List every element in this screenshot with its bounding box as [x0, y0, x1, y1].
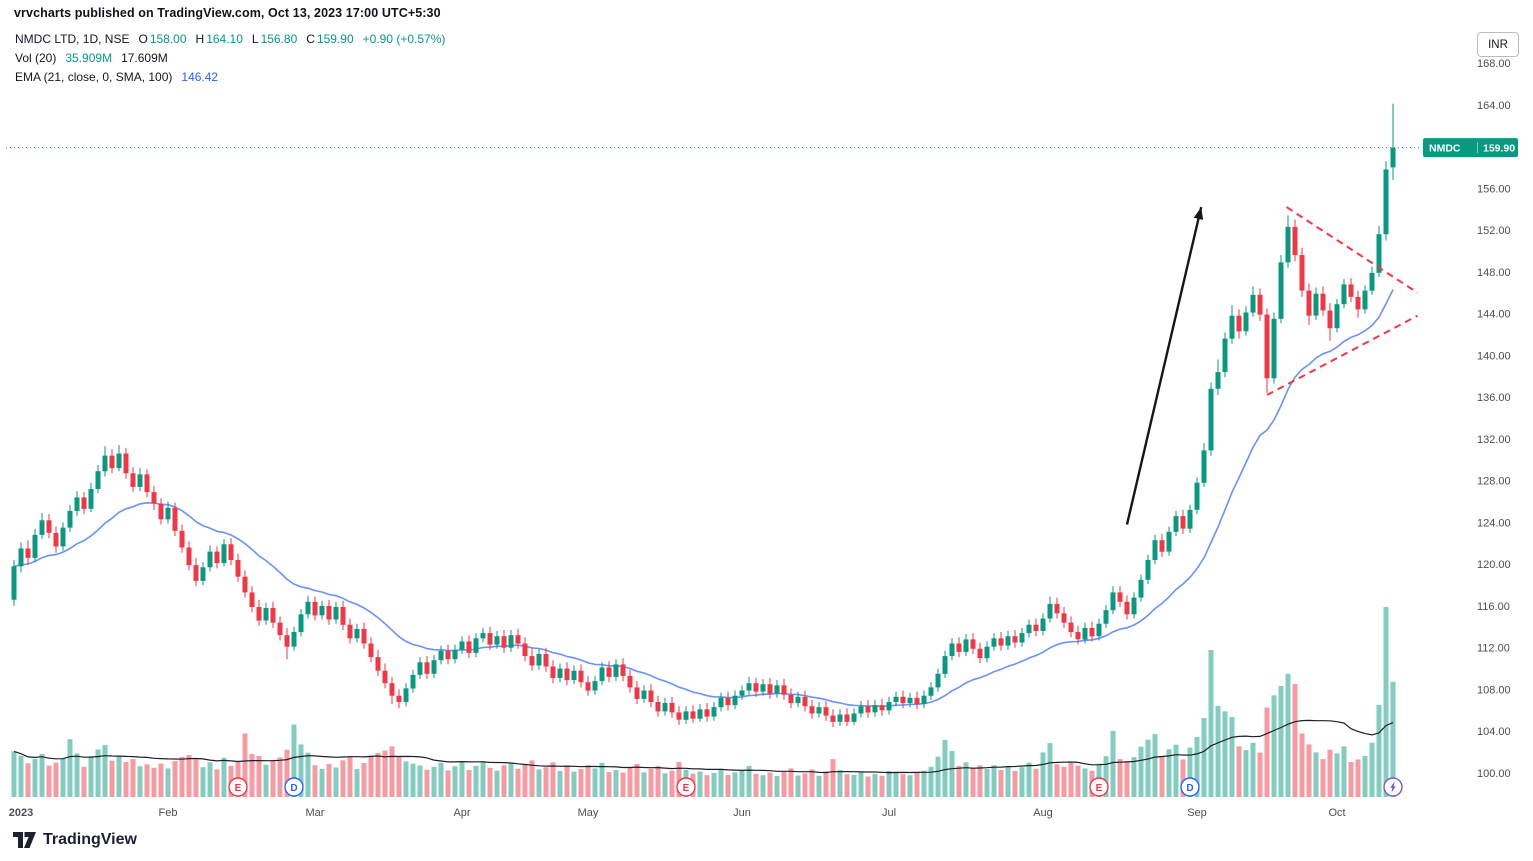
svg-text:104.00: 104.00 [1477, 726, 1511, 738]
trendline-pennant-lower[interactable] [1266, 314, 1418, 396]
event-badge-earnings[interactable]: E [228, 777, 248, 797]
svg-text:136.00: 136.00 [1477, 392, 1511, 404]
time-axis[interactable]: 2023 Feb Mar Apr May Jun Jul Aug Sep Oct [9, 807, 1346, 819]
low-label: L [251, 32, 259, 46]
svg-text:152.00: 152.00 [1477, 225, 1511, 237]
svg-text:Mar: Mar [306, 807, 325, 819]
svg-text:124.00: 124.00 [1477, 517, 1511, 529]
ema-indicator-row: EMA (21, close, 0, SMA, 100) 146.42 [15, 70, 445, 89]
svg-text:D: D [1186, 783, 1193, 794]
lightning-icon [1390, 781, 1396, 793]
svg-text:Feb: Feb [159, 807, 178, 819]
volume-value: 35.909M [65, 51, 113, 65]
svg-text:Oct: Oct [1328, 807, 1345, 819]
chart-legend: NMDC LTD, 1D, NSE O 158.00 H 164.10 L 15… [15, 32, 445, 89]
event-badge-earnings[interactable]: E [1089, 777, 1109, 797]
svg-text:Sep: Sep [1187, 807, 1207, 819]
tradingview-brand[interactable]: TradingView [43, 831, 137, 848]
currency-toggle-button[interactable]: INR [1477, 32, 1519, 57]
svg-text:168.00: 168.00 [1477, 58, 1511, 70]
close-value: 159.90 [316, 32, 354, 46]
svg-text:E: E [235, 783, 242, 794]
svg-text:144.00: 144.00 [1477, 309, 1511, 321]
volume-indicator-row: Vol (20) 35.909M 17.609M [15, 51, 445, 70]
event-badge-flash[interactable] [1383, 777, 1403, 797]
svg-text:Jul: Jul [882, 807, 896, 819]
svg-text:140.00: 140.00 [1477, 350, 1511, 362]
svg-text:148.00: 148.00 [1477, 267, 1511, 279]
ema-line [13, 289, 1394, 708]
svg-text:E: E [683, 783, 690, 794]
change-value: +0.90 (+0.57%) [362, 32, 446, 46]
svg-text:120.00: 120.00 [1477, 559, 1511, 571]
arrow-head-icon [1193, 207, 1204, 220]
svg-text:108.00: 108.00 [1477, 685, 1511, 697]
event-badge-dividend[interactable]: D [284, 777, 304, 797]
close-label: C [306, 32, 315, 46]
svg-text:116.00: 116.00 [1477, 601, 1510, 613]
svg-text:128.00: 128.00 [1477, 476, 1511, 488]
tradingview-footer: TradingView [13, 831, 137, 849]
svg-text:2023: 2023 [9, 807, 33, 819]
low-value: 156.80 [260, 32, 298, 46]
open-value: 158.00 [149, 32, 187, 46]
volume-ma-value: 17.609M [121, 51, 168, 65]
svg-text:D: D [290, 783, 297, 794]
candlestick-series [11, 103, 1396, 728]
svg-text:NMDC: NMDC [1429, 142, 1461, 154]
ema-indicator-label[interactable]: EMA (21, close, 0, SMA, 100) [15, 70, 173, 84]
svg-text:Jun: Jun [733, 807, 751, 819]
svg-text:112.00: 112.00 [1477, 643, 1510, 655]
tradingview-logo-icon[interactable] [13, 832, 36, 848]
price-axis[interactable]: 168.00164.00160.00156.00152.00148.00144.… [1477, 58, 1511, 780]
volume-indicator-label[interactable]: Vol (20) [15, 51, 57, 65]
svg-text:159.90: 159.90 [1483, 142, 1515, 154]
ema-value: 146.42 [181, 70, 219, 84]
high-value: 164.10 [206, 32, 243, 46]
svg-text:156.00: 156.00 [1477, 183, 1511, 195]
open-label: O [138, 32, 148, 46]
svg-text:100.00: 100.00 [1477, 768, 1511, 780]
svg-text:Apr: Apr [453, 807, 470, 819]
volume-series [11, 607, 1396, 798]
event-badge-dividend[interactable]: D [1180, 777, 1200, 797]
price-axis-label: NMDC 159.90 [1423, 138, 1518, 158]
svg-text:Aug: Aug [1033, 807, 1053, 819]
high-label: H [195, 32, 205, 46]
volume-ma-line [13, 719, 1394, 774]
svg-text:May: May [578, 807, 599, 819]
symbol-row: NMDC LTD, 1D, NSE O 158.00 H 164.10 L 15… [15, 32, 445, 51]
svg-text:164.00: 164.00 [1477, 100, 1511, 112]
publisher-line: vrvcharts published on TradingView.com, … [14, 6, 441, 20]
trendline-pennant-upper[interactable] [1286, 206, 1419, 294]
symbol-title[interactable]: NMDC LTD, 1D, NSE [15, 32, 130, 46]
svg-text:132.00: 132.00 [1477, 434, 1511, 446]
arrow-annotation[interactable] [1125, 206, 1203, 525]
event-badge-earnings[interactable]: E [676, 777, 696, 797]
svg-text:E: E [1096, 783, 1103, 794]
